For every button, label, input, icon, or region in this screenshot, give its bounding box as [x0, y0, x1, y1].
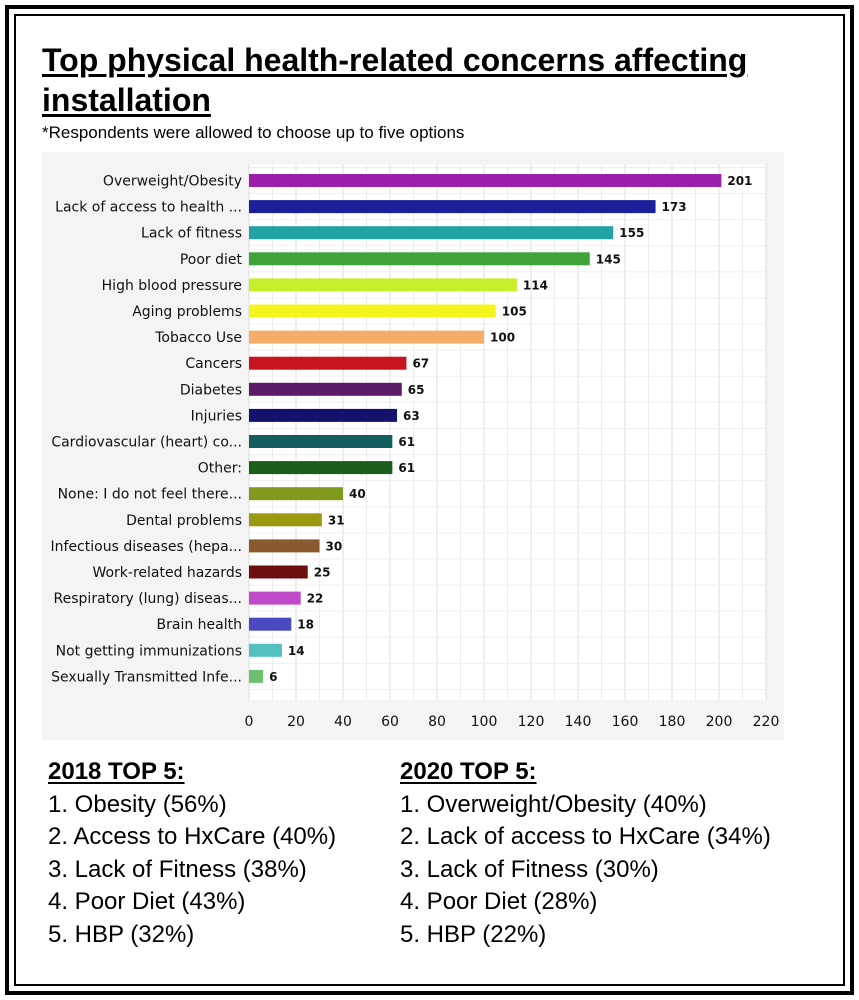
bar	[249, 565, 308, 579]
data-label: 105	[502, 305, 527, 319]
data-label: 145	[596, 252, 621, 266]
category-label: Aging problems	[132, 304, 242, 320]
outer-border	[5, 5, 854, 995]
data-label: 31	[328, 513, 345, 527]
x-tick-label: 0	[245, 714, 254, 730]
category-label: Respiratory (lung) diseas...	[54, 591, 242, 607]
data-label: 22	[307, 592, 324, 606]
bar	[249, 617, 292, 631]
category-label: High blood pressure	[102, 278, 242, 294]
bar	[249, 487, 343, 501]
category-label: Lack of access to health ...	[55, 200, 242, 216]
data-label: 63	[403, 409, 420, 423]
bar	[249, 591, 301, 605]
page-title: Top physical health-related concerns aff…	[42, 42, 748, 118]
data-label: 40	[349, 487, 366, 501]
subtitle-note: *Respondents were allowed to choose up t…	[42, 123, 465, 142]
bar	[249, 643, 282, 657]
bar	[249, 356, 407, 370]
bar	[249, 200, 656, 214]
bar	[249, 435, 393, 448]
data-label: 100	[490, 331, 515, 345]
category-label: Diabetes	[180, 382, 242, 398]
bar	[249, 513, 322, 527]
data-label: 155	[619, 226, 644, 240]
bars	[249, 174, 722, 683]
category-label: Work-related hazards	[92, 565, 242, 581]
data-label: 61	[398, 461, 415, 475]
grid-lines	[248, 164, 767, 700]
data-label: 65	[408, 383, 425, 397]
x-tick-label: 60	[381, 714, 399, 730]
category-label: Overweight/Obesity	[103, 174, 242, 190]
data-labels: 201 173 155 145 114 105 100 67 65 63 61 61 40 31 30 25 2…	[269, 174, 752, 684]
bar	[249, 539, 320, 553]
category-label: Injuries	[191, 408, 242, 424]
category-label: None: I do not feel there...	[58, 487, 242, 503]
bar	[249, 408, 398, 422]
x-tick-label: 200	[706, 714, 733, 730]
top5-2020-list: 2020 TOP 5: 1. Overweight/Obesity (40%) …	[400, 756, 771, 951]
data-label: 6	[269, 670, 277, 684]
top5-2018-item: 2. Access to HxCare (40%)	[48, 823, 337, 850]
top5-2018-list: 2018 TOP 5: 1. Obesity (56%) 2. Access t…	[48, 756, 336, 951]
x-tick-label: 180	[659, 714, 686, 730]
category-label: Brain health	[157, 617, 242, 633]
category-label: Cancers	[185, 356, 242, 372]
top5-2020-item: 4. Poor Diet (28%)	[400, 888, 598, 915]
x-tick-label: 140	[565, 714, 592, 730]
top5-2020-heading: 2020 TOP 5:	[400, 758, 537, 785]
bar	[249, 304, 496, 318]
category-label: Lack of fitness	[141, 226, 242, 242]
category-label: Not getting immunizations	[56, 643, 242, 659]
bar	[249, 669, 264, 683]
inner-border	[14, 14, 845, 986]
bar-chart-svg: Overweight/Obesity Lack of access to heal…	[42, 152, 784, 740]
top5-2020-item: 3. Lack of Fitness (30%)	[400, 855, 659, 883]
data-label: 201	[727, 174, 752, 188]
x-tick-label: 40	[334, 714, 352, 730]
top5-2018-heading: 2018 TOP 5:	[48, 758, 185, 785]
x-tick-label: 20	[287, 714, 305, 730]
category-label: Cardiovascular (heart) co...	[51, 435, 242, 451]
bar	[249, 461, 393, 475]
bar	[249, 278, 517, 292]
x-tick-label: 220	[753, 714, 780, 730]
bar	[249, 226, 614, 240]
category-label: Other:	[198, 461, 242, 477]
bar-chart: Overweight/Obesity Lack of access to heal…	[42, 152, 784, 740]
data-label: 173	[662, 200, 687, 214]
top5-2018-item: 1. Obesity (56%)	[48, 790, 227, 818]
top5-2020-item: 5. HBP (22%)	[400, 920, 547, 948]
category-label: Tobacco Use	[154, 330, 242, 346]
data-label: 14	[288, 644, 305, 658]
category-label: Sexually Transmitted Infe...	[51, 669, 242, 685]
bar	[249, 382, 402, 396]
data-label: 114	[523, 278, 548, 292]
data-label: 61	[398, 435, 415, 449]
bar	[249, 252, 590, 266]
data-label: 18	[297, 618, 314, 632]
top5-2018-item: 5. HBP (32%)	[48, 920, 195, 948]
x-tick-labels: 0 20 40 60 80 100 120 140 160 180 200 220	[245, 714, 780, 730]
category-labels: Overweight/Obesity Lack of access to heal…	[51, 174, 243, 686]
category-label: Poor diet	[180, 252, 243, 268]
x-tick-label: 160	[612, 714, 639, 730]
data-label: 67	[412, 357, 429, 371]
x-tick-label: 80	[428, 714, 446, 730]
category-label: Infectious diseases (hepa...	[51, 539, 242, 555]
bar	[249, 174, 722, 187]
data-label: 30	[326, 539, 343, 553]
top5-2018-item: 4. Poor Diet (43%)	[48, 888, 246, 915]
top5-2020-item: 1. Overweight/Obesity (40%)	[400, 790, 707, 818]
top5-2020-item: 2. Lack of access to HxCare (34%)	[400, 823, 771, 850]
bar	[249, 330, 484, 344]
data-label: 25	[314, 566, 331, 580]
top5-2018-item: 3. Lack of Fitness (38%)	[48, 855, 307, 883]
x-tick-label: 100	[471, 714, 498, 730]
x-tick-label: 120	[518, 714, 545, 730]
category-label: Dental problems	[126, 513, 242, 529]
